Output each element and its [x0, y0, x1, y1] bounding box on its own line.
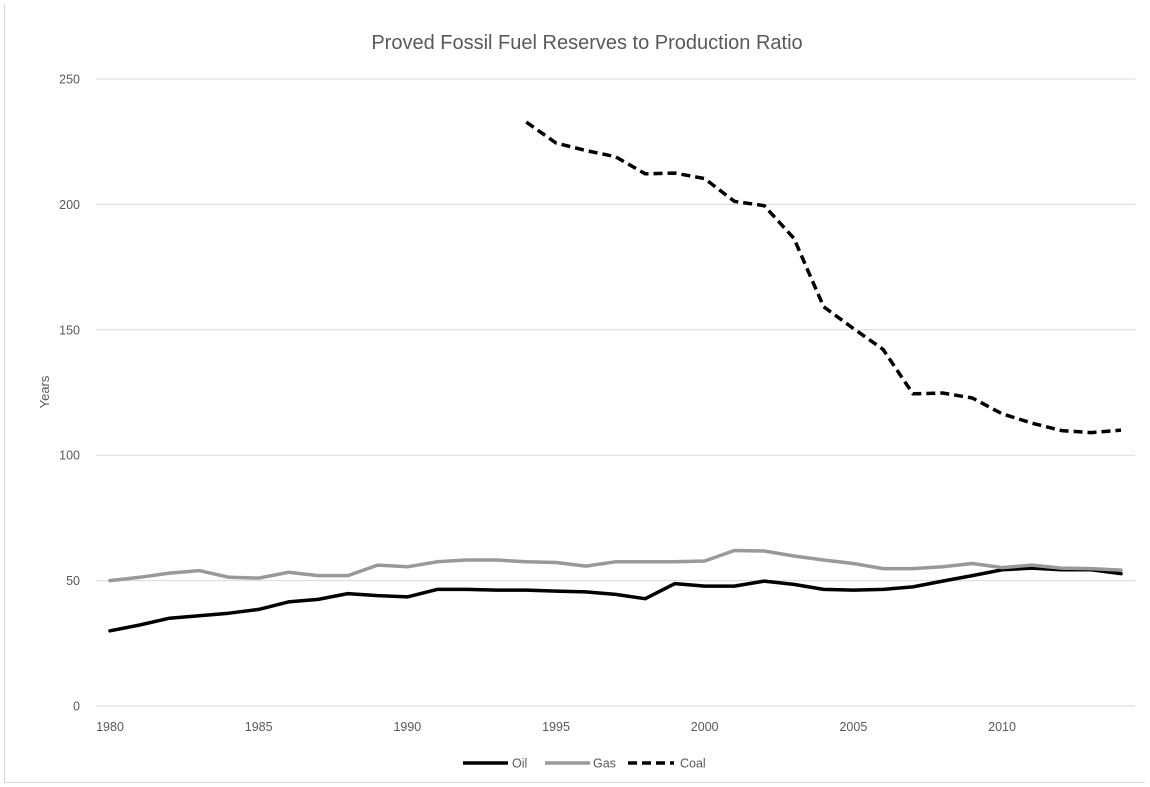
y-axis-ticks: 0 50 100 150 200 250	[59, 73, 80, 714]
y-axis-title: Years	[37, 375, 52, 408]
gridlines	[96, 78, 1135, 707]
x-tick-label: 2000	[691, 720, 719, 734]
series-line-oil	[108, 566, 1123, 633]
series-lines	[108, 120, 1123, 633]
series-line-gas	[108, 548, 1123, 583]
x-tick-label: 1995	[542, 720, 570, 734]
y-tick-label: 50	[66, 574, 80, 588]
x-axis-ticks: 1980 1985 1990 1995 2000 2005 2010	[96, 720, 1016, 734]
series-line-coal	[525, 120, 1122, 435]
x-tick-label: 1990	[393, 720, 421, 734]
x-tick-label: 2005	[839, 720, 867, 734]
legend: Oil Gas Coal	[463, 757, 706, 771]
y-tick-label: 150	[59, 323, 80, 337]
y-tick-label: 0	[73, 700, 80, 714]
chart-title: Proved Fossil Fuel Reserves to Productio…	[371, 32, 802, 54]
legend-label-coal: Coal	[680, 757, 706, 771]
y-tick-label: 100	[59, 449, 80, 463]
y-tick-label: 250	[59, 73, 80, 87]
y-tick-label: 200	[59, 198, 80, 212]
legend-label-oil: Oil	[512, 757, 527, 771]
x-tick-label: 1985	[245, 720, 273, 734]
x-tick-label: 1980	[96, 720, 124, 734]
x-tick-label: 2010	[988, 720, 1016, 734]
legend-label-gas: Gas	[593, 757, 616, 771]
